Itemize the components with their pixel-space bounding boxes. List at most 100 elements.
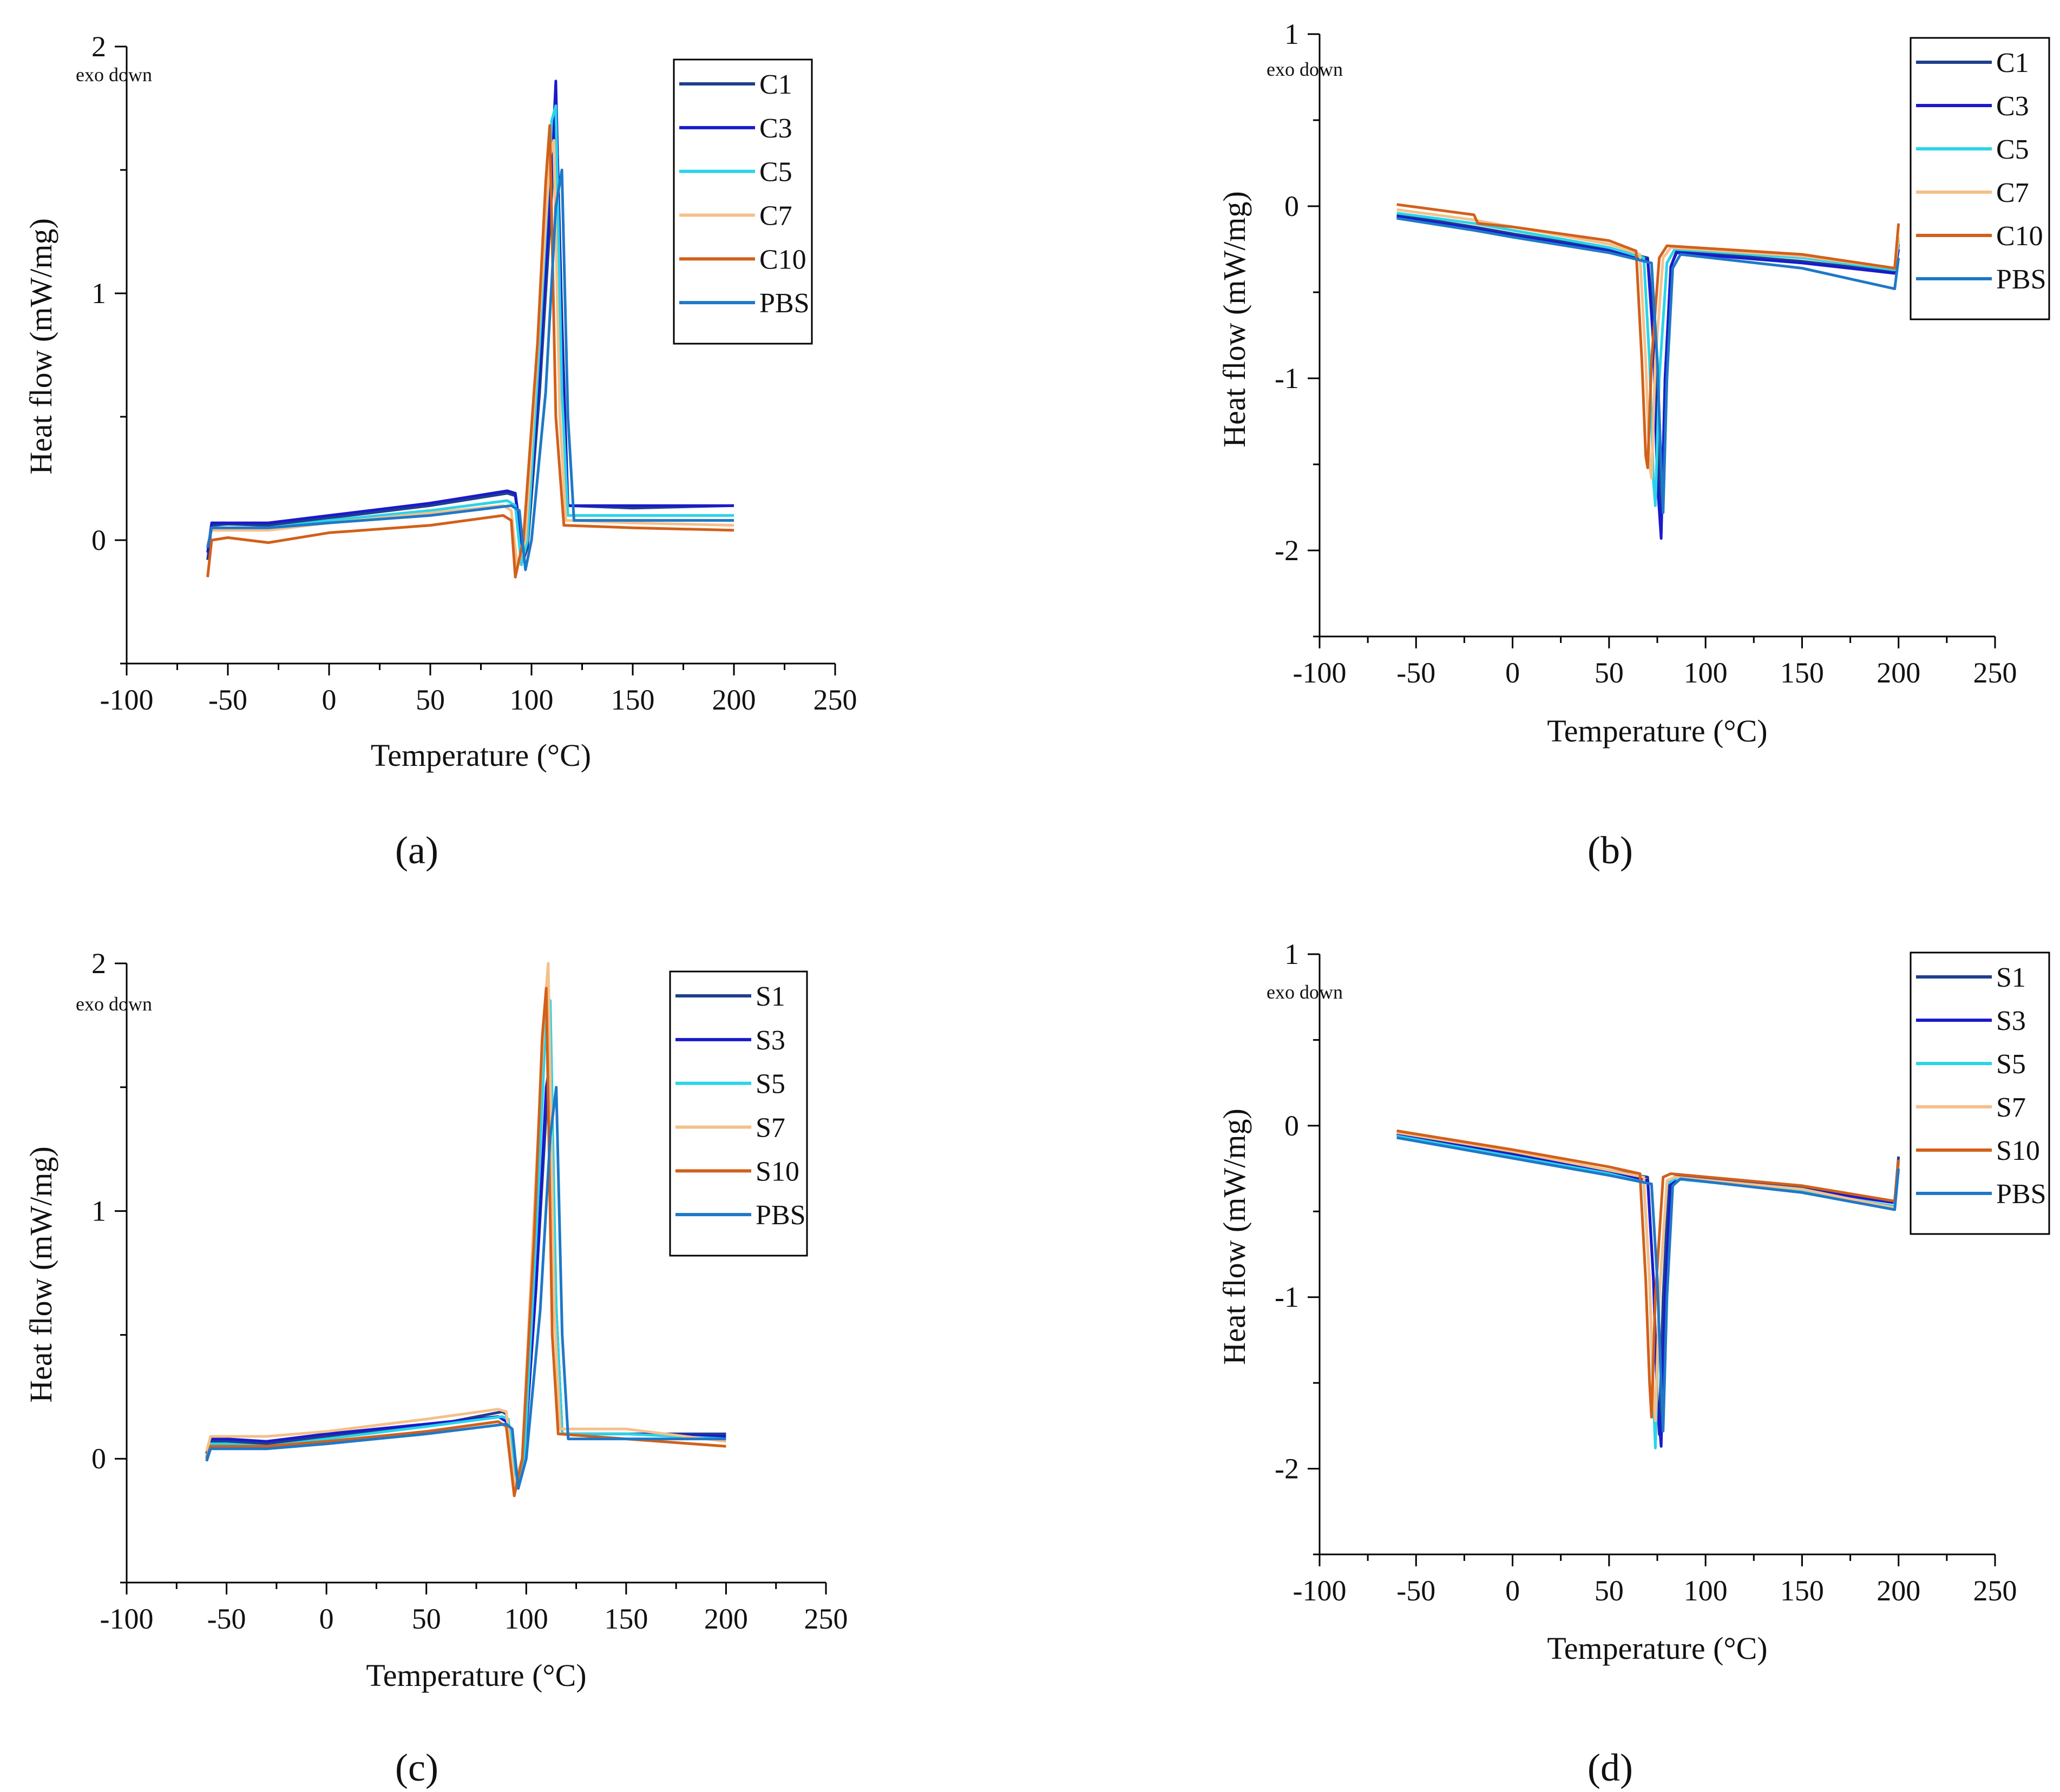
legend-label: C1 [1996,48,2029,78]
x-tick-label: 50 [416,684,445,716]
x-tick-label: -50 [207,1603,246,1635]
x-tick-label: 100 [504,1603,548,1635]
x-tick-label: 250 [1973,1574,2017,1607]
series-line-pbs [1396,1136,1900,1433]
x-tick-label: -100 [100,684,154,716]
x-tick-label: 150 [604,1603,648,1635]
x-tick-label: 0 [319,1603,334,1635]
series-line-c5 [1396,212,1900,507]
x-tick-label: -100 [1293,1574,1347,1607]
x-tick-label: 150 [611,684,655,716]
y-axis-label: Heat flow (mW/mg) [1217,1108,1252,1365]
panel-label-d: (d) [1587,1746,1633,1789]
x-tick-label: 150 [1780,657,1824,689]
y-tick-label: 1 [91,277,106,310]
legend-label: S5 [1996,1049,2026,1080]
series-line-pbs [206,168,734,572]
y-tick-label: -1 [1275,1281,1299,1314]
legend-label: S5 [756,1069,785,1100]
exo-down-annotation: exo down [76,64,152,86]
series-line-s10 [205,987,726,1498]
y-axis-label: Heat flow (mW/mg) [23,218,58,475]
x-tick-label: 150 [1780,1574,1824,1607]
y-tick-label: 0 [91,1442,106,1475]
legend-label: S10 [756,1156,799,1187]
legend-label: C10 [1996,221,2043,252]
legend-label: C7 [1996,178,2029,208]
x-tick-label: 100 [1684,1574,1728,1607]
legend-label: C3 [1996,91,2029,122]
series-line-s10 [1396,1129,1900,1419]
legend-label: S7 [756,1113,785,1144]
series-line-c10 [1396,203,1900,469]
x-tick-label: 250 [1973,657,2017,689]
x-tick-label: 50 [1595,657,1624,689]
y-tick-label: 1 [91,1195,106,1228]
y-tick-label: 2 [91,30,106,63]
chart-panel-d: -100 -50 0 50 100 150 200 250 -2 -1 0 1 exo down Temp… [1217,938,2050,1666]
legend-label: S1 [1996,962,2026,993]
legend-label: C5 [1996,134,2029,165]
legend-label: C10 [759,244,806,275]
series-line-pbs [1396,216,1900,514]
y-axis-label: Heat flow (mW/mg) [1217,191,1252,448]
y-axis-label: Heat flow (mW/mg) [23,1146,58,1403]
legend-box [669,970,808,1257]
x-axis-label: Temperature (°C) [1547,1631,1767,1666]
panel-label-b: (b) [1587,829,1633,872]
y-tick-label: 0 [91,524,106,556]
legend-label: PBS [756,1200,806,1231]
legend-label: PBS [759,288,810,319]
chart-panel-b: -100 -50 0 50 100 150 200 250 -2 -1 0 1 exo down Temp… [1217,18,2050,749]
legend-box [1910,37,2050,320]
x-tick-label: -50 [1396,657,1435,689]
exo-down-annotation: exo down [1267,981,1343,1003]
y-tick-label: 1 [1284,938,1299,970]
x-tick-label: 200 [1877,1574,1920,1607]
x-tick-label: 0 [322,684,337,716]
chart-panel-c: -100 -50 0 50 100 150 200 250 0 1 2 exo down Tempera… [23,947,848,1693]
panel-label-c: (c) [395,1746,438,1789]
legend-label: S3 [1996,1006,2026,1036]
x-axis-label: Temperature (°C) [366,1658,586,1693]
legend-label: C7 [759,201,792,232]
legend-box [1910,951,2050,1235]
legend-label: PBS [1996,264,2046,295]
x-tick-label: 250 [804,1603,848,1635]
x-tick-label: -100 [1293,657,1347,689]
x-tick-label: -100 [100,1603,154,1635]
series-line-s7 [1396,1131,1900,1422]
y-tick-label: -2 [1275,534,1299,567]
exo-down-annotation: exo down [76,993,152,1015]
y-tick-label: 2 [91,947,106,980]
series-line-s5 [1396,1134,1900,1449]
x-tick-label: 200 [712,684,756,716]
y-tick-label: 0 [1284,1110,1299,1142]
x-tick-label: -50 [1396,1574,1435,1607]
x-tick-label: 0 [1505,1574,1520,1607]
panel-label-a: (a) [395,829,438,872]
exo-down-annotation: exo down [1267,58,1343,80]
series-line-c3 [1396,215,1900,540]
x-tick-label: 200 [704,1603,748,1635]
y-tick-label: 0 [1284,190,1299,222]
legend-label: C5 [759,157,792,188]
x-tick-label: 0 [1505,657,1520,689]
legend-label: S10 [1996,1135,2040,1166]
x-tick-label: 50 [1595,1574,1624,1607]
series-line-s7 [205,962,726,1485]
x-tick-label: 100 [510,684,554,716]
series-line-c10 [206,124,734,579]
x-tick-label: 200 [1877,657,1920,689]
x-tick-label: 100 [1684,657,1728,689]
legend-label: S3 [756,1025,785,1056]
y-tick-label: -1 [1275,362,1299,395]
x-tick-label: 50 [412,1603,441,1635]
x-tick-label: 250 [813,684,857,716]
legend-label: C3 [759,113,792,144]
y-tick-label: 1 [1284,18,1299,50]
y-tick-label: -2 [1275,1453,1299,1485]
